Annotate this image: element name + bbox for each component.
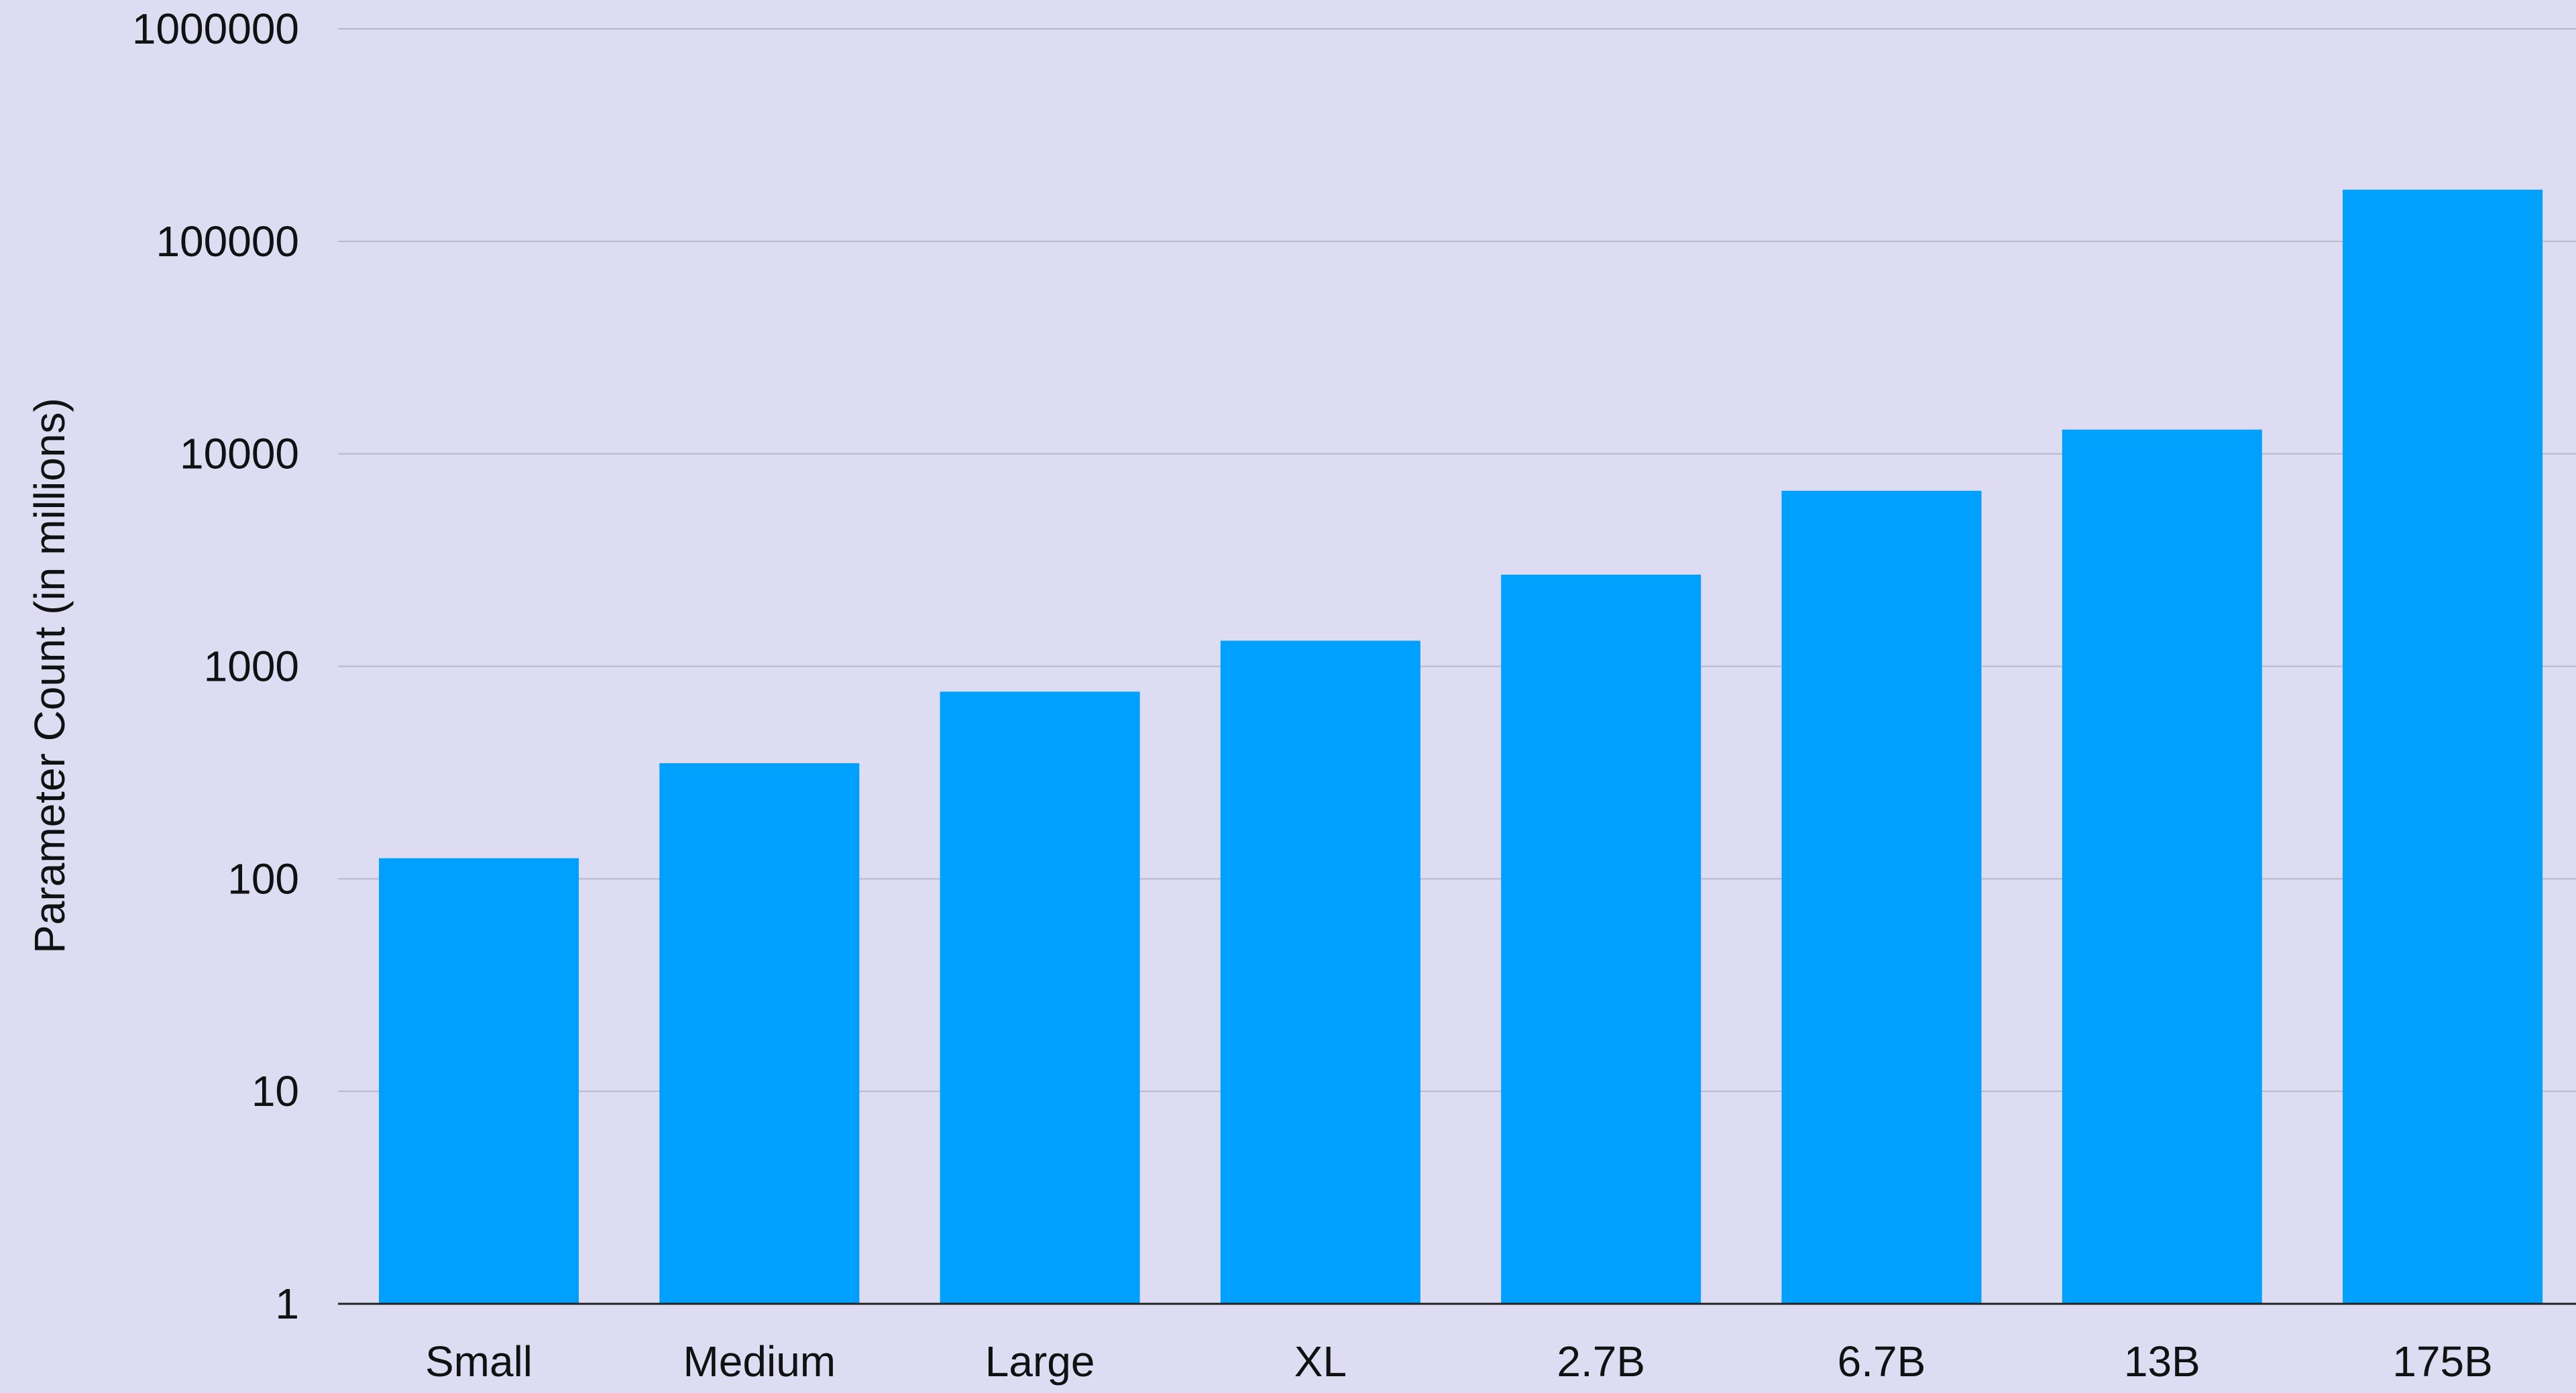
bar-small <box>379 858 579 1304</box>
bar-xl <box>1220 640 1420 1304</box>
x-tick-label: XL <box>1294 1337 1347 1386</box>
y-axis-title: Parameter Count (in millions) <box>25 398 74 954</box>
y-tick-label: 100 <box>227 854 299 903</box>
y-tick-label: 1000000 <box>132 5 299 53</box>
x-tick-label: 175B <box>2392 1337 2492 1386</box>
bar-medium <box>659 763 860 1304</box>
x-tick-label: 2.7B <box>1557 1337 1645 1386</box>
x-tick-label: Medium <box>683 1337 836 1386</box>
labels: 1 10 100 1000 10000 100000 1000000 Small Medium L… <box>132 5 2493 1386</box>
y-tick-label: 1 <box>275 1280 299 1328</box>
bar-6-7b <box>1781 490 1982 1304</box>
bar-13b <box>2062 429 2262 1304</box>
y-tick-label: 1000 <box>204 643 299 691</box>
bar-2-7b <box>1501 574 1701 1304</box>
y-tick-label: 100000 <box>156 217 299 266</box>
bar-175b <box>2343 189 2543 1304</box>
y-tick-label: 10 <box>251 1067 299 1115</box>
x-tick-label: Small <box>425 1337 533 1386</box>
x-tick-label: 13B <box>2124 1337 2200 1386</box>
bar-large <box>940 691 1140 1304</box>
x-tick-label: 6.7B <box>1838 1337 1926 1386</box>
bars <box>379 189 2543 1304</box>
x-tick-label: Large <box>985 1337 1095 1386</box>
y-tick-label: 10000 <box>180 430 299 478</box>
